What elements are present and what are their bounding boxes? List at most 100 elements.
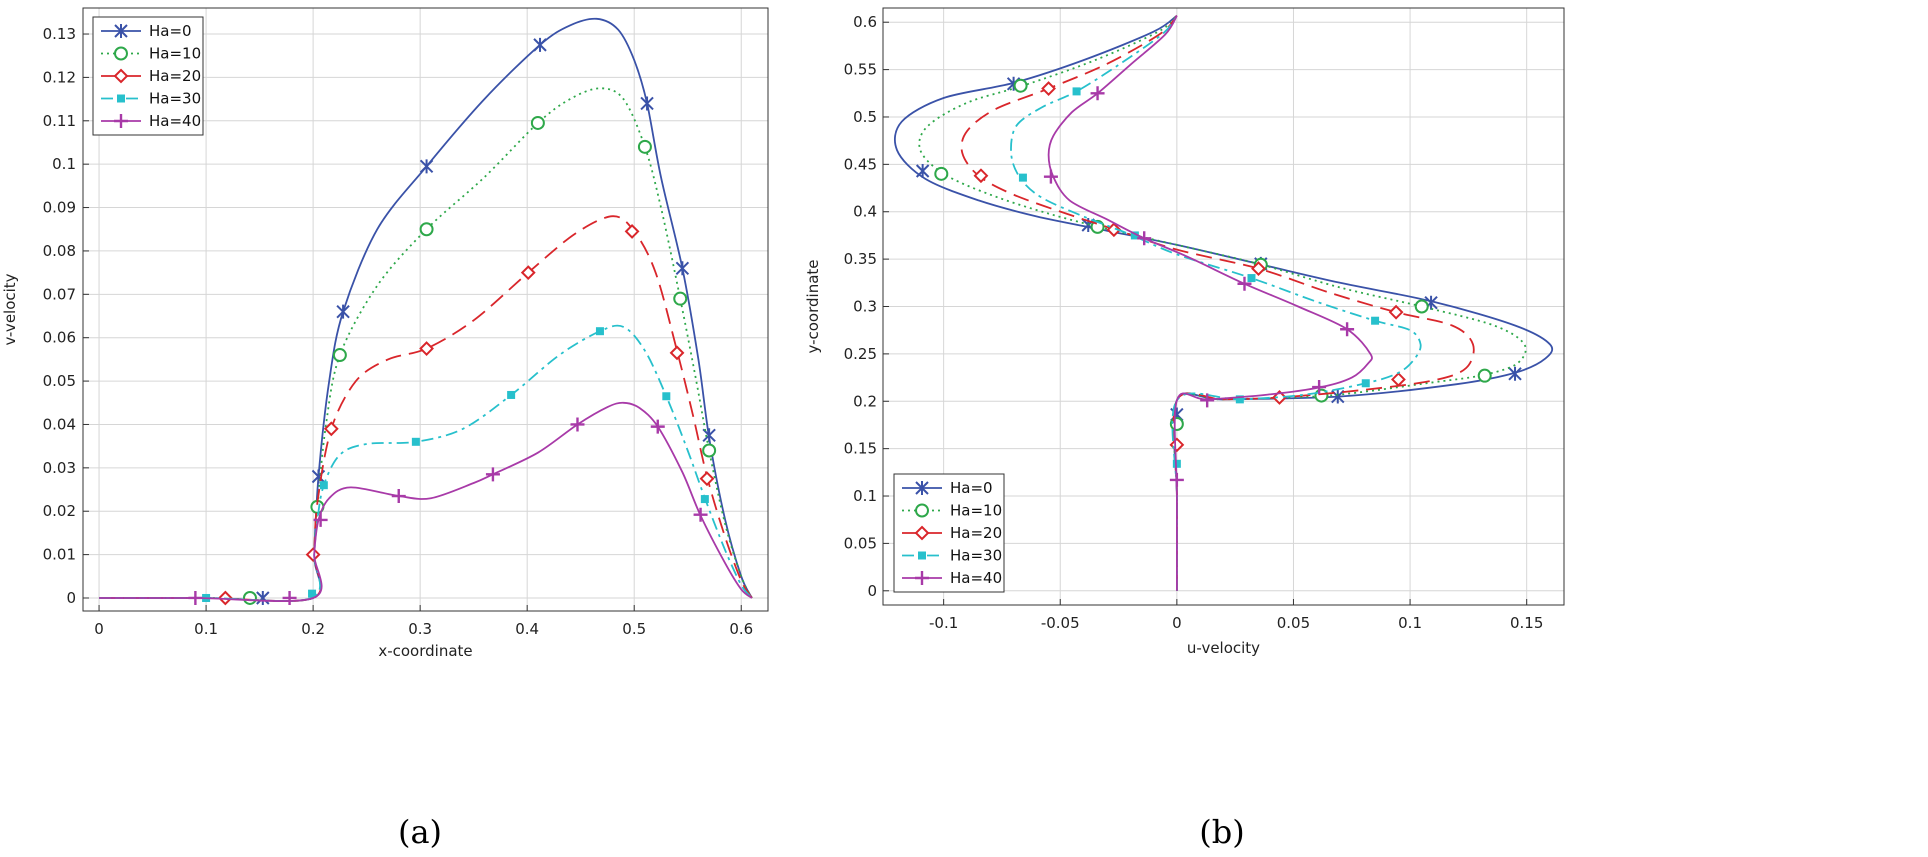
xtick-label-b-5: 0.15	[1510, 614, 1543, 632]
ytick-label-b-9: 0.45	[844, 155, 877, 173]
series-line-a-2	[99, 215, 753, 602]
legend-marker-a-2	[113, 68, 129, 84]
marker-a-1-4	[530, 115, 545, 130]
marker-a-2-1	[305, 547, 321, 563]
ytick-label-b-1: 0.05	[844, 534, 877, 552]
marker-a-3-5	[595, 327, 604, 336]
xtick-label-a-5: 0.5	[622, 620, 646, 638]
ytick-label-a-5: 0.05	[43, 372, 76, 390]
marker-b-1-6	[934, 166, 949, 181]
marker-a-2-6	[669, 345, 685, 361]
marker-a-0-5	[640, 96, 654, 111]
series-line-b-2	[960, 14, 1475, 591]
xtick-label-b-1: -0.05	[1041, 614, 1080, 632]
marker-a-3-1	[308, 589, 317, 598]
marker-a-3-2	[319, 481, 328, 490]
legend-marker-a-1	[114, 46, 128, 61]
marker-a-1-7	[702, 443, 717, 458]
ytick-label-a-0: 0	[66, 589, 76, 607]
panel-a: 0 0.1 0.2 0.3 0.4 0.5 0.6 0 0.01 0.02 0.03 0.04 0.05…	[1, 7, 769, 851]
marker-b-3-5	[1130, 231, 1139, 240]
marker-a-0-6	[675, 261, 690, 276]
marker-a-4-5	[570, 417, 585, 432]
marker-b-4-1	[1200, 393, 1215, 408]
ytick-label-a-10: 0.1	[52, 155, 76, 173]
legend-label-a-0: Ha=0	[149, 22, 192, 40]
ytick-label-a-9: 0.09	[43, 199, 76, 217]
ytick-label-b-5: 0.25	[844, 345, 877, 363]
series-a-2	[99, 215, 753, 606]
legend-marker-a-0	[114, 24, 128, 38]
ytick-label-b-3: 0.15	[844, 440, 877, 458]
legend-marker-b-2	[914, 525, 930, 541]
marker-b-4-0	[1169, 472, 1184, 487]
legend-label-b-4: Ha=40	[950, 569, 1002, 587]
marker-b-2-2	[1390, 372, 1406, 387]
marker-a-4-1	[282, 590, 297, 605]
marker-a-3-4	[507, 390, 516, 399]
marker-b-4-4	[1237, 276, 1252, 291]
marker-a-4-4	[485, 467, 500, 482]
ytick-label-a-12: 0.12	[43, 68, 76, 86]
marker-b-2-6	[973, 168, 989, 184]
ytick-label-b-8: 0.4	[853, 203, 877, 221]
legend-label-b-1: Ha=10	[950, 502, 1002, 520]
marker-a-0-4	[533, 37, 547, 52]
marker-a-0-2	[336, 304, 350, 319]
ytick-label-b-0: 0	[867, 582, 877, 600]
marker-a-1-0	[242, 590, 257, 605]
ytick-label-a-2: 0.02	[43, 502, 76, 520]
marker-b-2-3	[1388, 304, 1404, 320]
legend-b: Ha=0 Ha=10 Ha=20 Ha=30 Ha=40	[893, 473, 1005, 593]
marker-b-3-7	[1072, 87, 1081, 96]
xtick-label-b-2: 0	[1172, 614, 1182, 632]
marker-b-3-1	[1235, 395, 1244, 404]
marker-a-0-0	[256, 590, 270, 605]
x-axis-label-b: u-velocity	[1187, 639, 1260, 657]
legend-label-a-4: Ha=40	[149, 112, 201, 130]
marker-a-3-6	[662, 392, 671, 401]
marker-a-2-5	[624, 223, 640, 239]
marker-b-3-0	[1172, 459, 1181, 468]
ytick-label-b-4: 0.2	[853, 392, 877, 410]
marker-b-3-2	[1361, 379, 1370, 388]
ytick-label-b-7: 0.35	[844, 250, 877, 268]
marker-a-0-3	[419, 159, 434, 174]
marker-b-2-4	[1251, 261, 1266, 277]
marker-a-4-2	[313, 512, 328, 527]
marker-b-2-5	[1106, 222, 1122, 238]
series-b-3	[1010, 15, 1422, 591]
ytick-label-a-1: 0.01	[43, 546, 76, 564]
xtick-label-b-4: 0.1	[1398, 614, 1422, 632]
panel-b: -0.1 -0.05 0 0.05 0.1 0.15 0 0.05 0.1 0.15 0.2 0.25…	[804, 7, 1565, 851]
legend-marker-a-3	[117, 94, 125, 103]
ytick-label-a-11: 0.11	[43, 112, 76, 130]
marker-b-1-3	[1414, 299, 1429, 314]
marker-a-3-3	[411, 437, 420, 446]
ytick-label-b-12: 0.6	[853, 13, 877, 31]
series-line-b-1	[918, 14, 1527, 591]
ytick-label-b-10: 0.5	[853, 108, 877, 126]
xtick-label-a-1: 0.1	[194, 620, 218, 638]
marker-a-2-7	[699, 471, 715, 487]
marker-b-3-4	[1247, 274, 1256, 283]
marker-a-2-2	[323, 421, 339, 437]
legend-marker-b-3	[918, 551, 926, 560]
marker-b-0-2	[1508, 366, 1522, 381]
marker-a-4-7	[693, 507, 708, 522]
legend-label-b-3: Ha=30	[950, 547, 1002, 565]
ytick-label-a-13: 0.13	[43, 25, 76, 43]
marker-a-4-6	[650, 419, 665, 434]
marker-a-1-5	[637, 139, 652, 154]
legend-box-b	[893, 473, 1005, 593]
marker-b-4-3	[1340, 322, 1355, 337]
legend-label-a-3: Ha=30	[149, 90, 201, 108]
series-b-2	[960, 14, 1475, 591]
legend-label-a-2: Ha=20	[149, 67, 201, 85]
legend-marker-b-1	[915, 503, 929, 518]
marker-b-2-7	[1041, 81, 1057, 96]
xtick-label-a-3: 0.3	[408, 620, 432, 638]
series-line-b-4	[1047, 15, 1373, 591]
xtick-label-a-0: 0	[94, 620, 104, 638]
